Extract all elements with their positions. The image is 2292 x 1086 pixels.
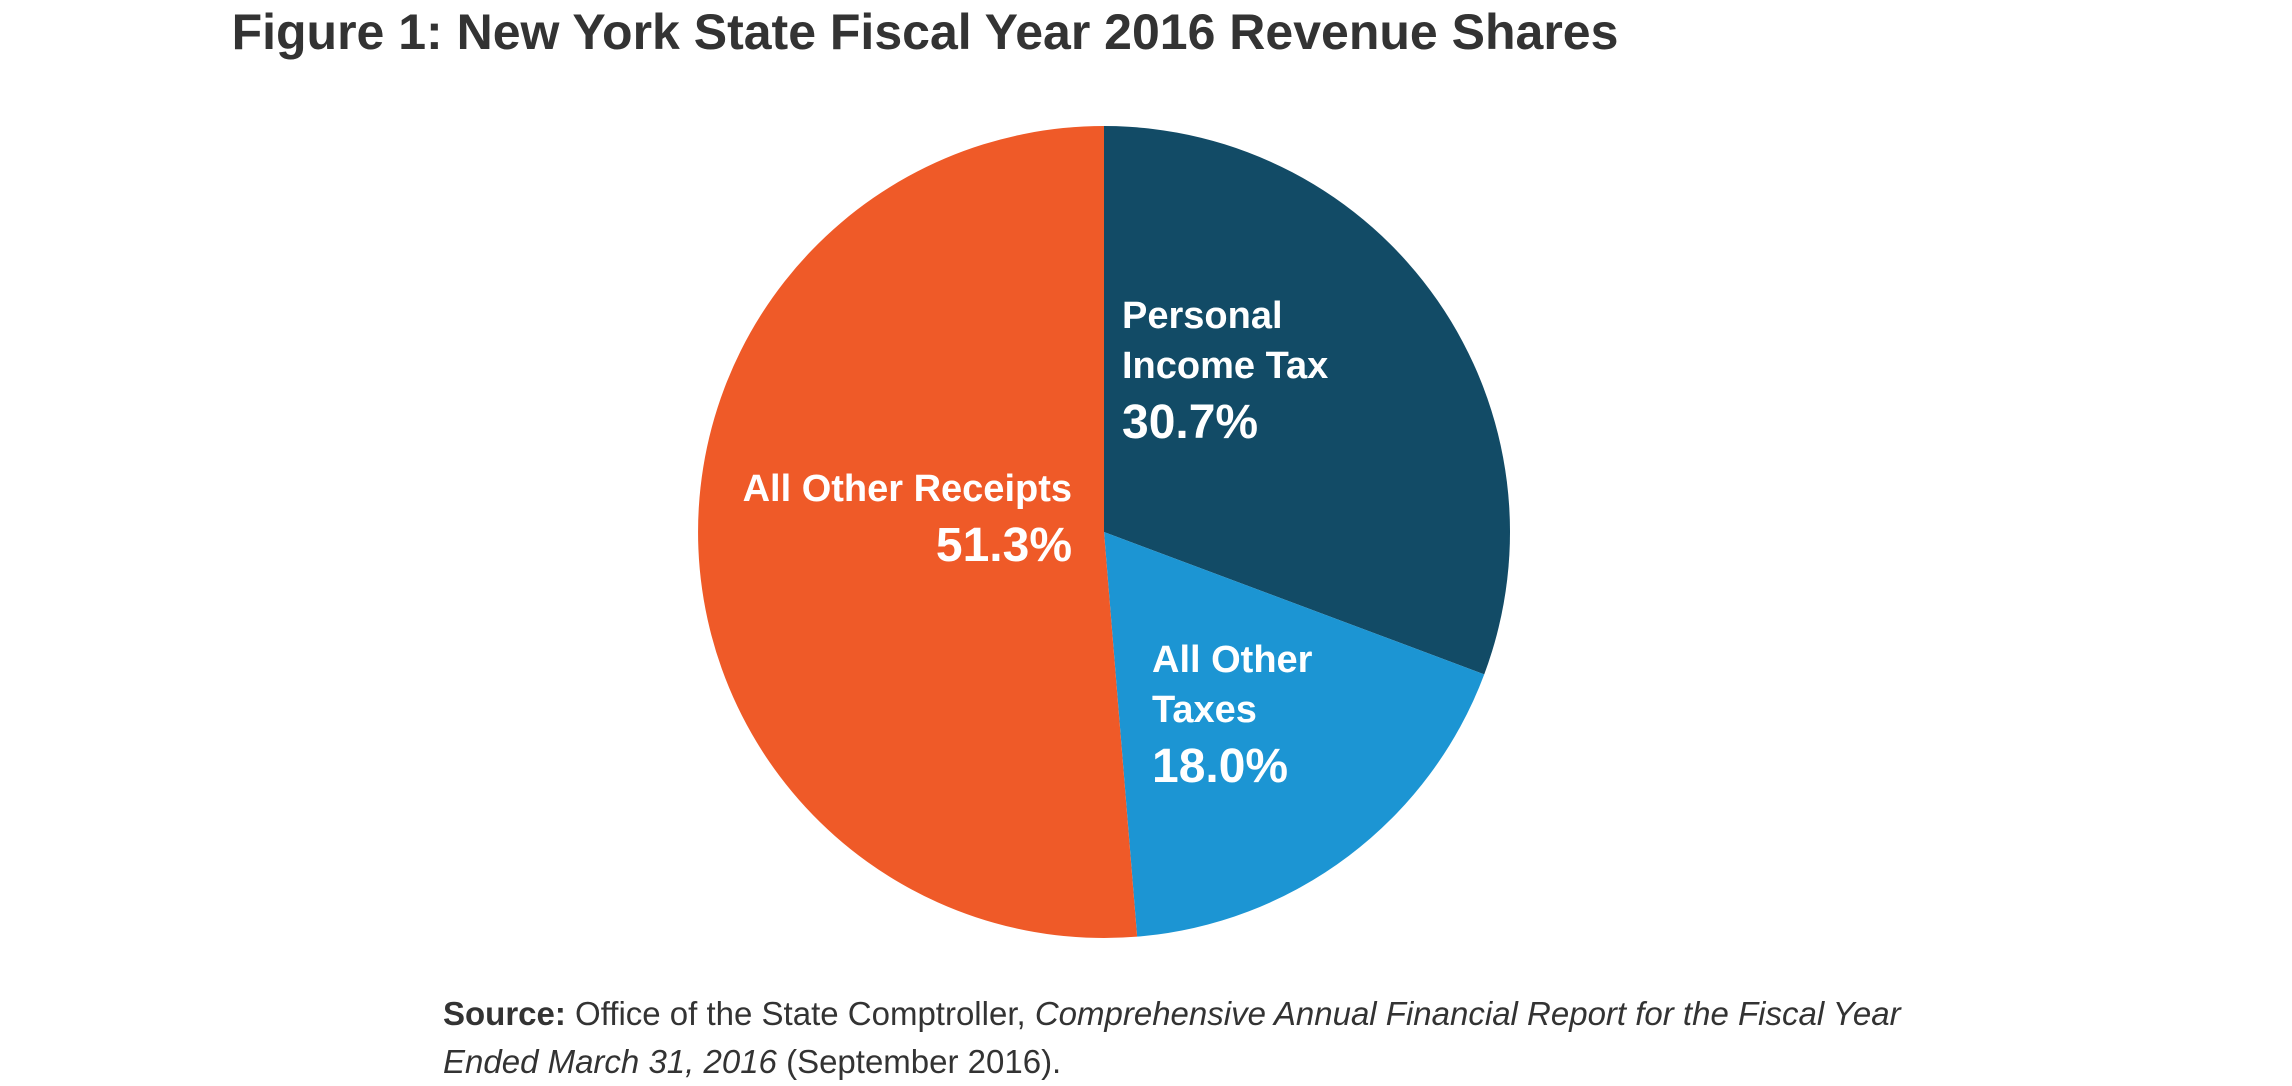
chart-title: Figure 1: New York State Fiscal Year 201… [231,4,1619,60]
pie-slices [698,125,1511,939]
pie-slice [698,126,1138,939]
source-text: Office of the State Comptroller, [575,995,1026,1032]
slice-percent-label: 51.3% [936,519,1072,572]
slice-label: All Other Receipts [743,468,1072,510]
source-label: Source: [443,995,566,1032]
source-note: Source: Office of the State Comptroller,… [443,990,1943,1086]
source-date: (September 2016). [786,1043,1062,1080]
pie-slice [1104,125,1511,675]
slice-percent-label: 18.0% [1152,740,1288,793]
slice-label: All Other [1152,639,1313,681]
pie-labels: Personal Income Tax 30.7% All Other Taxes 18.… [743,295,1329,793]
slice-label: Personal [1122,295,1283,337]
slice-label: Taxes [1152,689,1257,731]
pie-slice [1104,532,1485,937]
source-report-title: Comprehensive Annual Financial Report fo… [443,995,1901,1080]
slice-label: Income Tax [1122,345,1328,387]
slice-percent-label: 30.7% [1122,396,1258,449]
